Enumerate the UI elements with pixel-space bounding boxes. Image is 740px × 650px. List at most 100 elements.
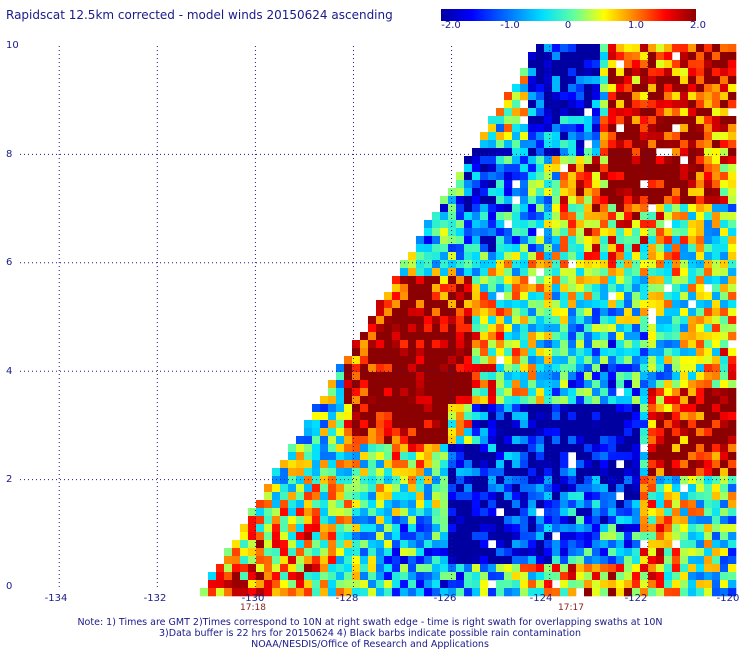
swath-cell <box>712 44 721 53</box>
swath-cell <box>608 420 617 429</box>
swath-cell <box>472 268 481 277</box>
swath-cell <box>512 188 521 197</box>
swath-cell <box>544 396 553 405</box>
swath-cell <box>520 244 529 253</box>
swath-cell <box>328 396 337 405</box>
swath-cell <box>400 468 409 477</box>
swath-cell <box>624 236 633 245</box>
swath-cell <box>408 292 417 301</box>
swath-cell <box>664 244 673 253</box>
swath-cell <box>256 588 265 597</box>
swath-cell <box>512 524 521 533</box>
swath-cell <box>608 76 617 85</box>
swath-cell <box>416 300 425 309</box>
swath-cell <box>576 292 585 301</box>
swath-cell <box>392 484 401 493</box>
swath-cell <box>520 332 529 341</box>
swath-cell <box>696 556 705 565</box>
swath-cell <box>584 44 593 53</box>
swath-cell <box>656 108 665 117</box>
swath-cell <box>424 420 433 429</box>
swath-cell <box>344 492 353 501</box>
swath-cell <box>432 212 441 221</box>
swath-cell <box>536 236 545 245</box>
swath-cell <box>536 380 545 389</box>
swath-cell <box>568 588 577 597</box>
swath-cell <box>680 356 689 365</box>
swath-cell <box>336 388 345 397</box>
swath-cell <box>632 468 641 477</box>
swath-cell <box>448 492 457 501</box>
swath-cell <box>616 444 625 453</box>
swath-cell <box>592 212 601 221</box>
swath-cell <box>304 564 313 573</box>
swath-cell <box>616 516 625 525</box>
swath-cell <box>480 356 489 365</box>
swath-cell <box>456 548 465 557</box>
swath-cell <box>280 540 289 549</box>
swath-cell <box>616 44 625 53</box>
swath-cell <box>552 516 561 525</box>
swath-cell <box>440 548 449 557</box>
swath-cell <box>480 492 489 501</box>
swath-cell <box>648 148 657 157</box>
swath-cell <box>648 116 657 125</box>
swath-cell <box>688 476 697 485</box>
swath-cell <box>640 260 649 269</box>
swath-cell <box>424 244 433 253</box>
swath-cell <box>536 460 545 469</box>
swath-cell <box>608 332 617 341</box>
swath-cell <box>640 140 649 149</box>
swath-cell <box>296 588 305 597</box>
swath-cell <box>696 396 705 405</box>
swath-cell <box>496 188 505 197</box>
swath-cell <box>360 508 369 517</box>
swath-cell <box>648 228 657 237</box>
swath-cell <box>552 228 561 237</box>
swath-cell <box>288 508 297 517</box>
swath-cell <box>640 156 649 165</box>
swath-cell <box>520 460 529 469</box>
swath-cell <box>424 364 433 373</box>
swath-cell <box>728 380 737 389</box>
swath-cell <box>344 548 353 557</box>
swath-cell <box>320 524 329 533</box>
swath-cell <box>416 260 425 269</box>
swath-cell <box>640 164 649 173</box>
swath-cell <box>376 444 385 453</box>
swath-cell <box>672 188 681 197</box>
swath-cell <box>240 540 249 549</box>
swath-cell <box>232 540 241 549</box>
swath-cell <box>656 68 665 77</box>
swath-cell <box>632 252 641 261</box>
swath-cell <box>488 292 497 301</box>
swath-cell <box>712 484 721 493</box>
swath-cell <box>664 420 673 429</box>
swath-cell <box>704 484 713 493</box>
swath-cell <box>456 284 465 293</box>
swath-cell <box>640 68 649 77</box>
swath-cell <box>544 484 553 493</box>
swath-cell <box>408 308 417 317</box>
swath-cell <box>440 388 449 397</box>
swath-cell <box>576 508 585 517</box>
swath-cell <box>568 540 577 549</box>
swath-cell <box>512 428 521 437</box>
swath-cell <box>392 340 401 349</box>
swath-cell <box>472 428 481 437</box>
swath-cell <box>712 140 721 149</box>
swath-cell <box>608 52 617 61</box>
swath-cell <box>616 108 625 117</box>
swath-cell <box>664 300 673 309</box>
swath-cell <box>720 388 729 397</box>
swath-cell <box>728 76 737 85</box>
swath-cell <box>480 332 489 341</box>
swath-cell <box>608 204 617 213</box>
swath-cell <box>704 108 713 117</box>
swath-cell <box>440 572 449 581</box>
swath-cell <box>512 404 521 413</box>
swath-cell <box>488 468 497 477</box>
swath-cell <box>584 204 593 213</box>
swath-cell <box>616 84 625 93</box>
swath-cell <box>720 196 729 205</box>
